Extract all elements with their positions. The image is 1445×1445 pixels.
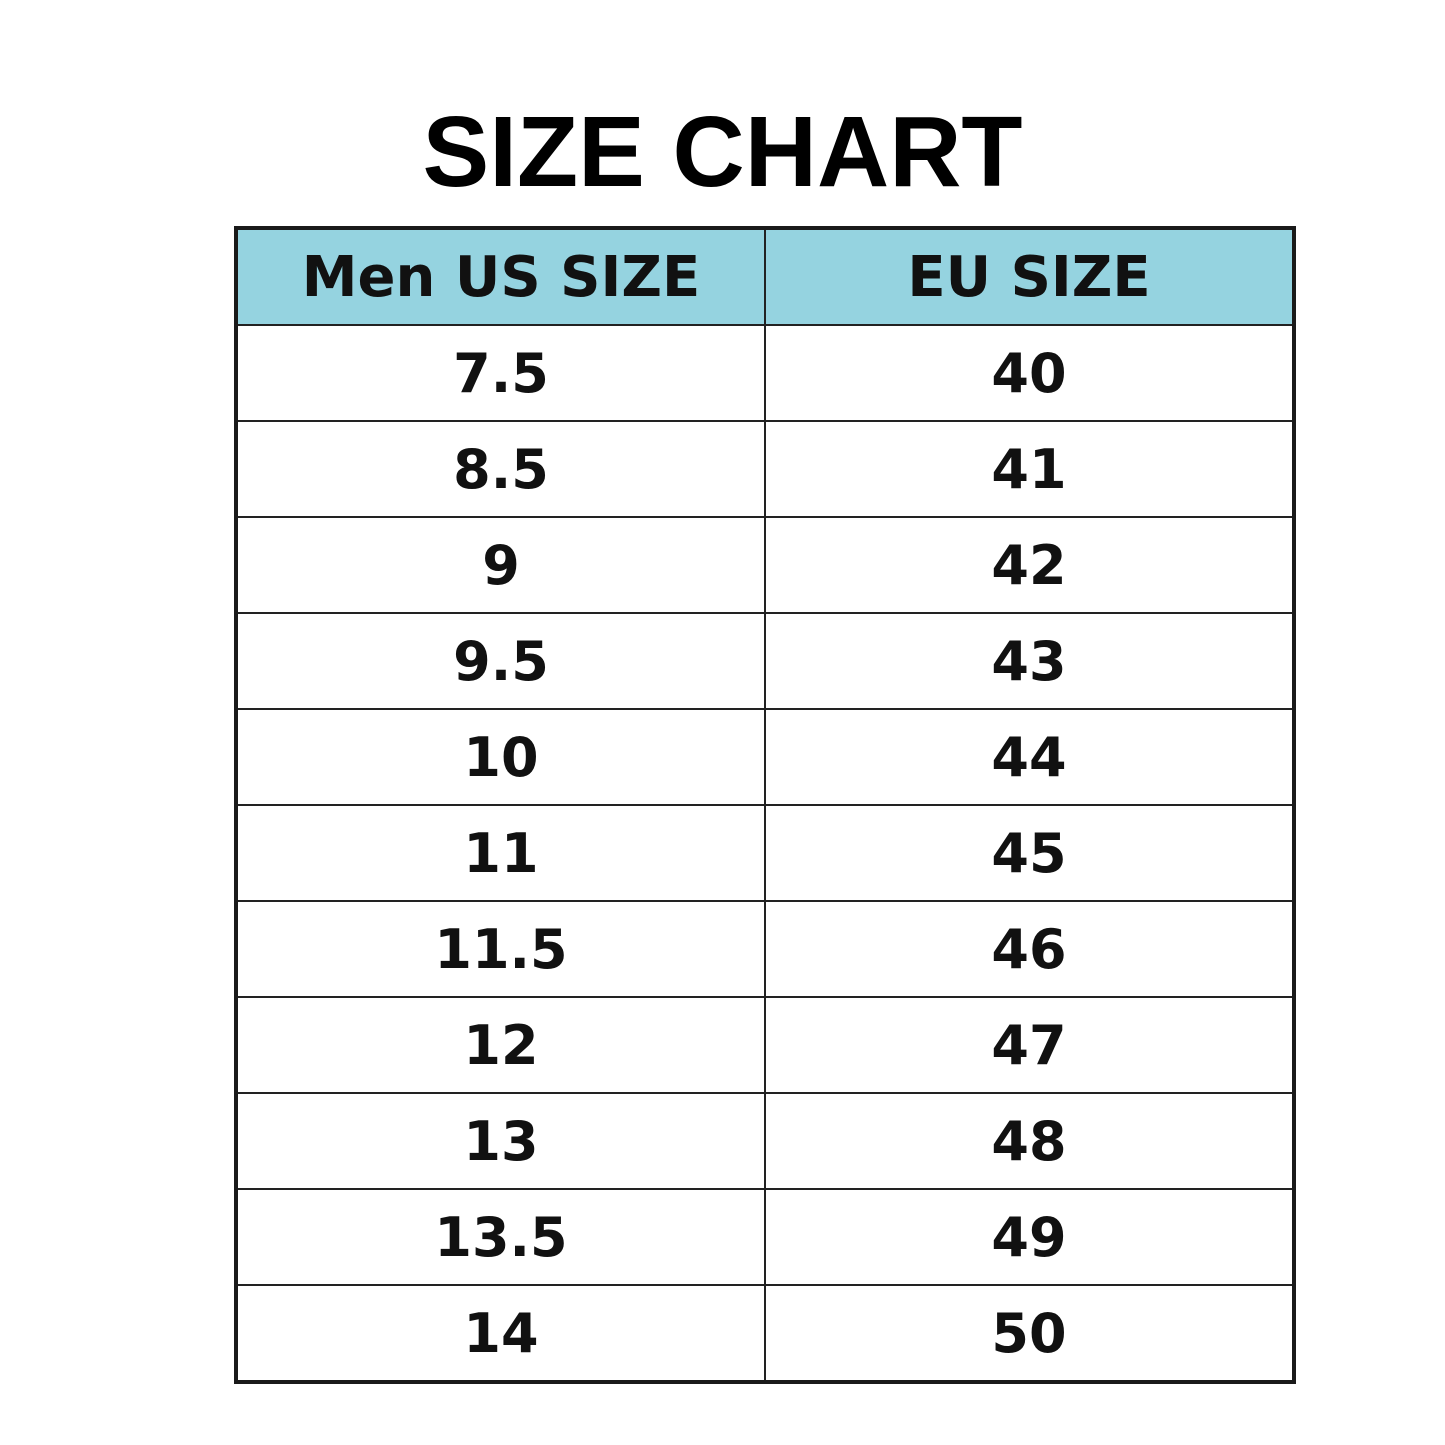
table-body: 7.5 40 8.5 41 9 42 9.5 43 10 44 11 45 11.5 46 12 47 13 48… xyxy=(235,324,1295,1383)
table-cell: 14 xyxy=(235,1284,766,1383)
table-cell: 7.5 xyxy=(235,324,766,422)
table-cell: 11 xyxy=(235,804,766,902)
title: SIZE CHART xyxy=(422,96,1023,208)
table-cell: 9 xyxy=(235,516,766,614)
table-row: 9.5 43 xyxy=(235,612,1295,710)
table-cell: 47 xyxy=(764,996,1295,1094)
table-row: 13.5 49 xyxy=(235,1188,1295,1286)
table-cell: 48 xyxy=(764,1092,1295,1190)
table-row: 12 47 xyxy=(235,996,1295,1094)
table-row: 11.5 46 xyxy=(235,900,1295,998)
table-cell: 42 xyxy=(764,516,1295,614)
table-row: 13 48 xyxy=(235,1092,1295,1190)
column-header: EU SIZE xyxy=(764,227,1295,326)
table-row: 14 50 xyxy=(235,1284,1295,1383)
table-row: 9 42 xyxy=(235,516,1295,614)
table-cell: 49 xyxy=(764,1188,1295,1286)
size-table: Men US SIZE EU SIZE 7.5 40 8.5 41 9 42 9.5 43 10 4… xyxy=(234,226,1296,1384)
table-cell: 45 xyxy=(764,804,1295,902)
header-row: Men US SIZE EU SIZE xyxy=(235,227,1295,326)
table-cell: 44 xyxy=(764,708,1295,806)
table-cell: 9.5 xyxy=(235,612,766,710)
table-cell: 13.5 xyxy=(235,1188,766,1286)
table-cell: 11.5 xyxy=(235,900,766,998)
table-cell: 43 xyxy=(764,612,1295,710)
table-cell: 8.5 xyxy=(235,420,766,518)
table-cell: 40 xyxy=(764,324,1295,422)
table-cell: 41 xyxy=(764,420,1295,518)
table-row: 8.5 41 xyxy=(235,420,1295,518)
table-cell: 50 xyxy=(764,1284,1295,1383)
table-cell: 13 xyxy=(235,1092,766,1190)
column-header: Men US SIZE xyxy=(235,227,766,326)
table-cell: 10 xyxy=(235,708,766,806)
table-row: 7.5 40 xyxy=(235,324,1295,422)
table-cell: 12 xyxy=(235,996,766,1094)
table-row: 11 45 xyxy=(235,804,1295,902)
table-row: 10 44 xyxy=(235,708,1295,806)
table-cell: 46 xyxy=(764,900,1295,998)
